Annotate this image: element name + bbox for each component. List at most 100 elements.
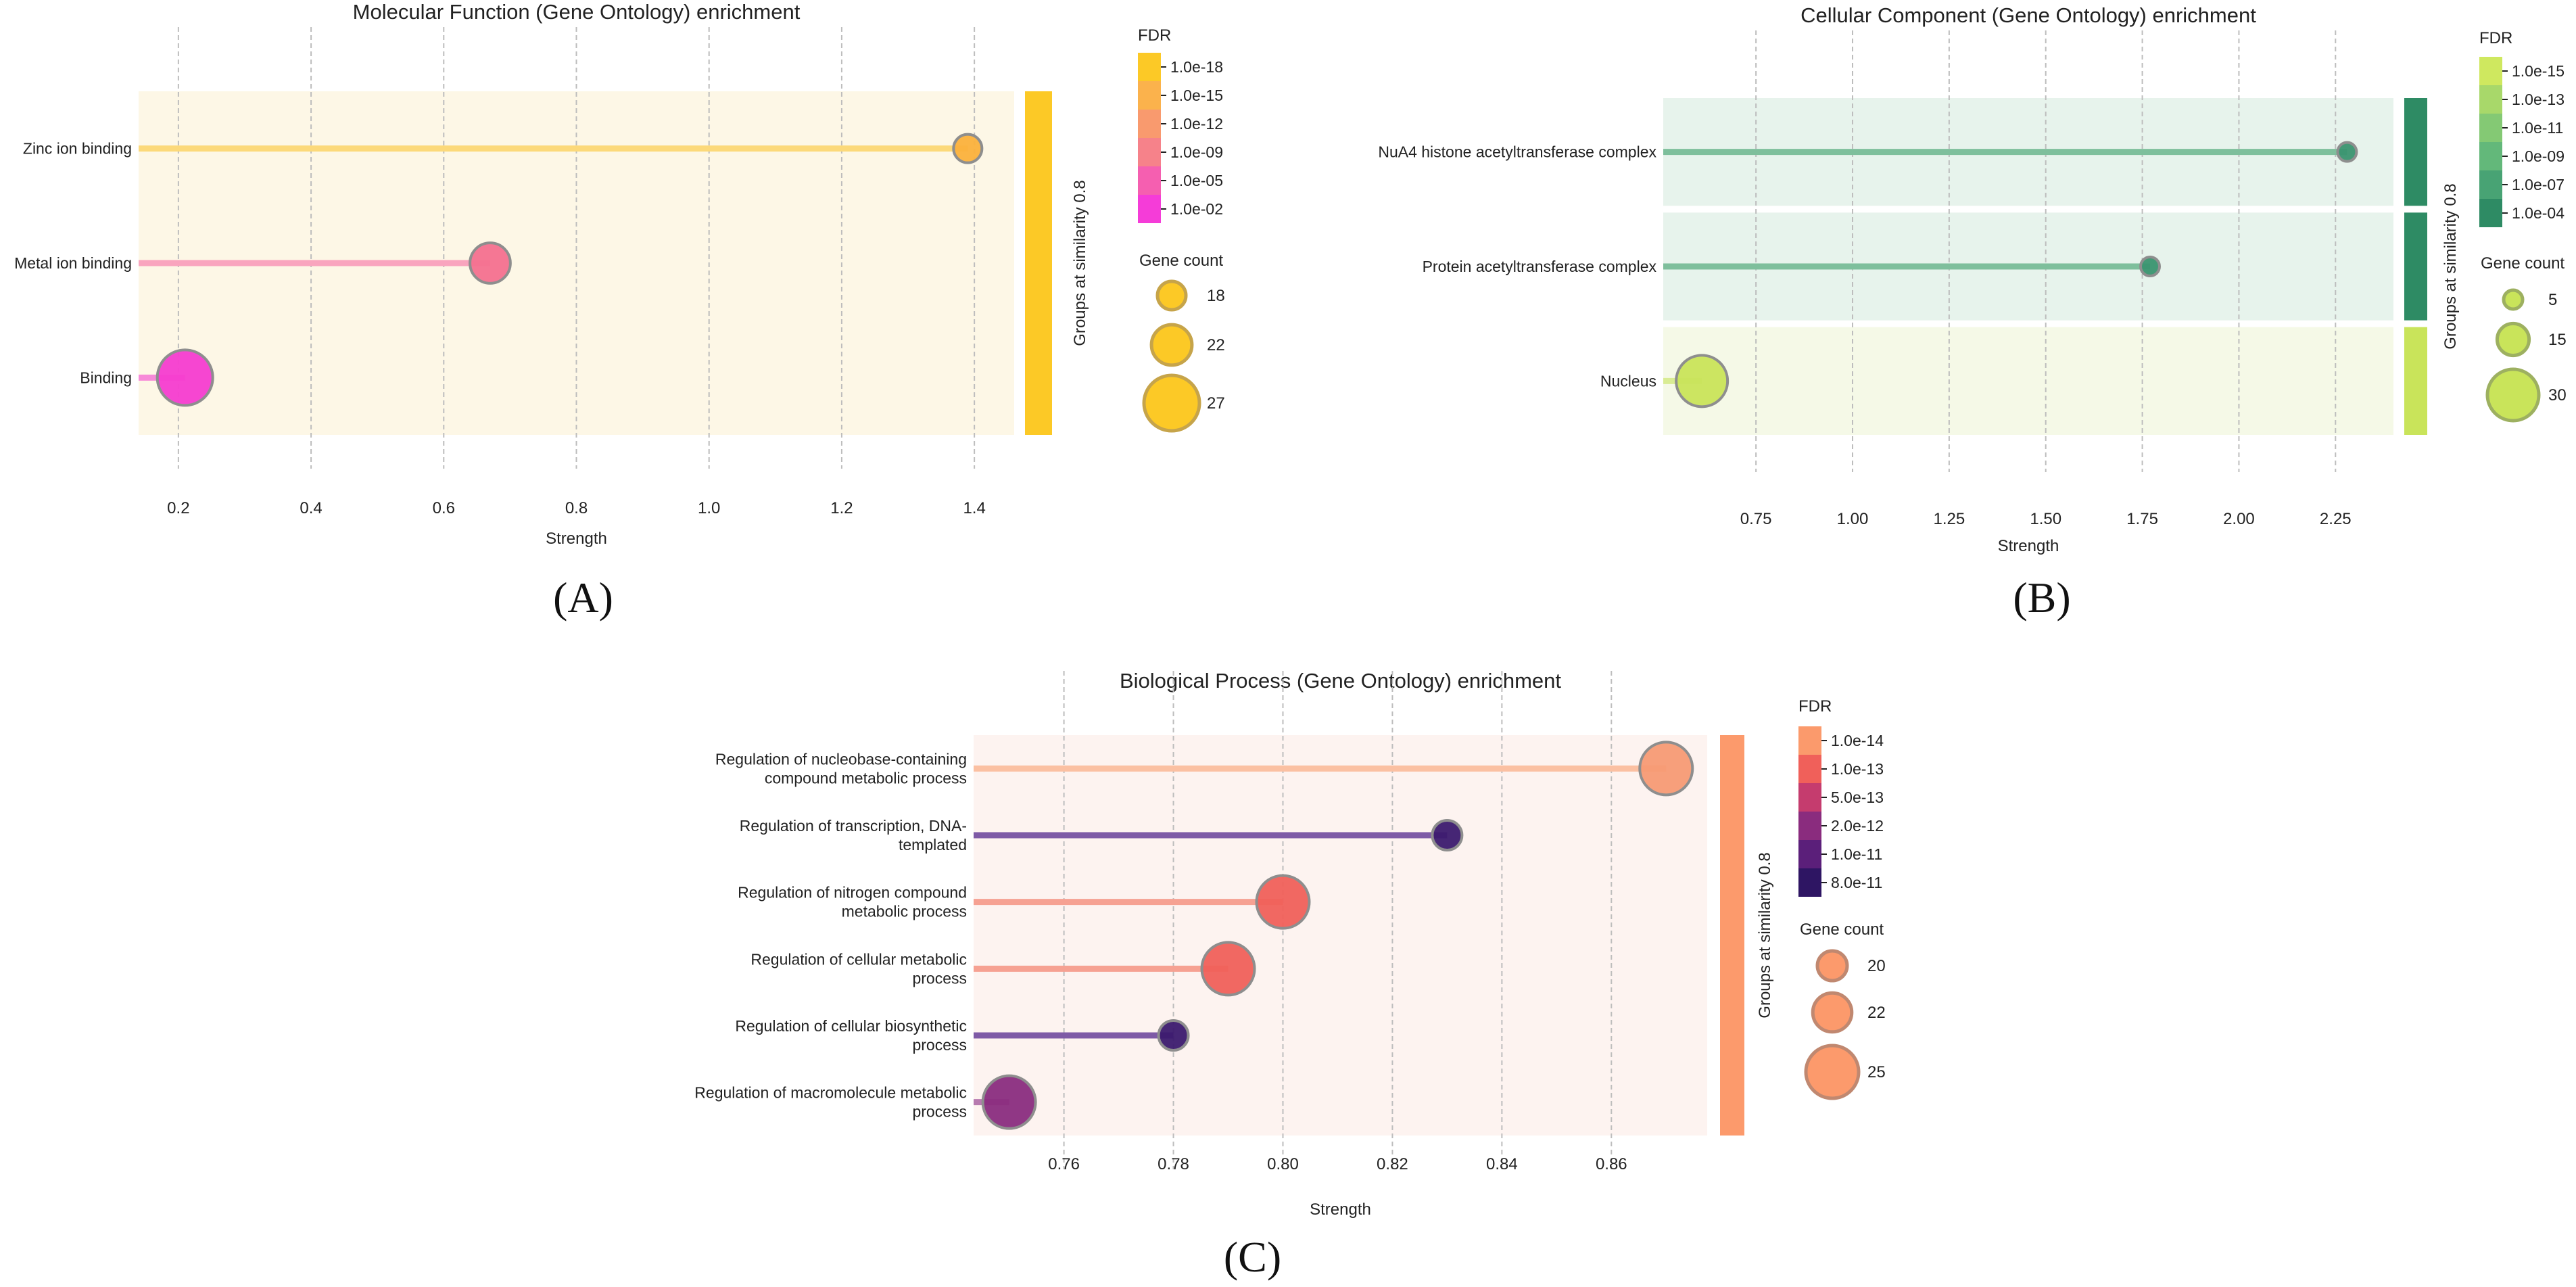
group-bar bbox=[2404, 327, 2427, 435]
gene-count-label: 22 bbox=[1867, 1004, 1886, 1022]
x-tick-label: 0.8 bbox=[565, 499, 588, 517]
gene-count-circle bbox=[2485, 367, 2541, 423]
gene-count-legend-title: Gene count bbox=[1139, 252, 1223, 270]
panel-label: (B) bbox=[2013, 574, 2070, 622]
group-bar bbox=[1025, 91, 1052, 435]
group-label: Groups at similarity 0.8 bbox=[1071, 180, 1089, 346]
fdr-label: 1.0e-04 bbox=[2512, 204, 2565, 222]
lollipop-point bbox=[981, 1074, 1037, 1130]
term-label-line: process bbox=[912, 1103, 967, 1121]
fdr-label: 1.0e-02 bbox=[1170, 200, 1223, 218]
term-label-line: Metal ion binding bbox=[14, 254, 132, 272]
lollipop-point bbox=[952, 133, 984, 164]
gene-count-circle bbox=[2495, 321, 2531, 358]
fdr-label: 1.0e-15 bbox=[2512, 62, 2565, 80]
fdr-swatch bbox=[2479, 199, 2502, 227]
term-label: Nucleus bbox=[1600, 372, 1656, 390]
gene-count-legend-title: Gene count bbox=[1800, 920, 1884, 939]
fdr-label: 1.0e-13 bbox=[2512, 91, 2565, 108]
term-label-line: Regulation of macromolecule metabolic bbox=[694, 1084, 967, 1102]
fdr-label: 1.0e-12 bbox=[1170, 115, 1223, 133]
fdr-swatch bbox=[1798, 812, 1821, 840]
chart-title: Cellular Component (Gene Ontology) enric… bbox=[1800, 3, 2256, 27]
fdr-label: 1.0e-13 bbox=[1831, 760, 1884, 778]
lollipop-point bbox=[469, 241, 512, 285]
x-tick-label: 0.80 bbox=[1267, 1155, 1299, 1173]
x-tick-label: 0.78 bbox=[1158, 1155, 1189, 1173]
term-label: NuA4 histone acetyltransferase complex bbox=[1378, 143, 1656, 161]
fdr-label: 1.0e-14 bbox=[1831, 732, 1884, 749]
term-label-line: Zinc ion binding bbox=[23, 140, 132, 158]
lollipop-point bbox=[1157, 1019, 1190, 1052]
x-tick-label: 0.76 bbox=[1048, 1155, 1080, 1173]
gene-count-circle bbox=[1804, 1044, 1861, 1100]
term-label-line: Regulation of transcription, DNA- bbox=[740, 817, 967, 835]
fdr-label: 1.0e-05 bbox=[1170, 172, 1223, 189]
fdr-label: 1.0e-11 bbox=[2512, 119, 2563, 137]
x-tick-label: 0.6 bbox=[433, 499, 455, 517]
x-axis-label: Strength bbox=[1998, 537, 2059, 555]
x-tick-label: 1.0 bbox=[698, 499, 720, 517]
term-label: Regulation of cellular metabolic process bbox=[750, 950, 967, 987]
x-axis-label: Strength bbox=[1310, 1200, 1371, 1219]
fdr-label: 1.0e-15 bbox=[1170, 87, 1223, 104]
gene-count-circle bbox=[2502, 288, 2525, 311]
x-tick-label: 0.2 bbox=[167, 499, 189, 517]
panel-c: Biological Process (Gene Ontology) enric… bbox=[694, 669, 1885, 1281]
term-label-line: Regulation of nitrogen compound bbox=[738, 884, 967, 902]
term-label-line: metabolic process bbox=[842, 903, 967, 920]
fdr-label: 1.0e-18 bbox=[1170, 58, 1223, 76]
term-label: Regulation of cellular biosynthetic proce… bbox=[735, 1017, 967, 1054]
fdr-swatch bbox=[1798, 726, 1821, 755]
group-bar bbox=[2404, 98, 2427, 206]
term-label-line: NuA4 histone acetyltransferase complex bbox=[1378, 143, 1656, 161]
gene-count-label: 18 bbox=[1207, 287, 1225, 305]
group-bar bbox=[1720, 735, 1744, 1136]
term-label: Protein acetyltransferase complex bbox=[1423, 258, 1657, 275]
gene-count-label: 30 bbox=[2548, 386, 2567, 404]
group-label: Groups at similarity 0.8 bbox=[2441, 183, 2460, 349]
fdr-label: 1.0e-07 bbox=[2512, 176, 2565, 193]
term-label-line: Regulation of cellular biosynthetic bbox=[735, 1017, 967, 1035]
term-label-line: process bbox=[912, 969, 967, 987]
x-tick-label: 0.84 bbox=[1486, 1155, 1518, 1173]
fdr-swatch bbox=[1138, 53, 1161, 81]
fdr-swatch bbox=[2479, 85, 2502, 114]
fdr-label: 1.0e-09 bbox=[2512, 147, 2565, 165]
x-tick-label: 1.4 bbox=[963, 499, 985, 517]
fdr-label: 1.0e-11 bbox=[1831, 845, 1882, 863]
x-tick-label: 2.00 bbox=[2223, 510, 2255, 528]
x-tick-label: 0.86 bbox=[1596, 1155, 1627, 1173]
lollipop-point bbox=[156, 348, 214, 407]
gene-count-circle bbox=[1811, 991, 1854, 1034]
term-label: Binding bbox=[80, 369, 132, 386]
gene-count-label: 15 bbox=[2548, 331, 2567, 349]
term-label: Metal ion binding bbox=[14, 254, 132, 272]
term-label-line: compound metabolic process bbox=[765, 769, 967, 787]
term-label-line: Regulation of cellular metabolic bbox=[750, 950, 967, 968]
fdr-label: 8.0e-11 bbox=[1831, 874, 1882, 891]
term-label: Regulation of macromolecule metabolic pro… bbox=[694, 1084, 967, 1121]
term-label: Regulation of nucleobase-containing compo… bbox=[715, 750, 967, 787]
term-label: Regulation of nitrogen compound metabolic… bbox=[738, 884, 967, 920]
x-axis-label: Strength bbox=[546, 530, 607, 548]
term-label-line: Nucleus bbox=[1600, 372, 1656, 390]
fdr-legend-title: FDR bbox=[1798, 697, 1832, 716]
fdr-label: 2.0e-12 bbox=[1831, 817, 1884, 835]
fdr-label: 1.0e-09 bbox=[1170, 143, 1223, 161]
lollipop-point bbox=[1255, 874, 1311, 930]
fdr-swatch bbox=[1798, 755, 1821, 783]
panel-b: Cellular Component (Gene Ontology) enric… bbox=[1378, 3, 2566, 622]
term-label-line: Protein acetyltransferase complex bbox=[1423, 258, 1657, 275]
panel-label: (A) bbox=[553, 574, 613, 622]
x-tick-label: 0.4 bbox=[300, 499, 322, 517]
lollipop-point bbox=[1431, 819, 1464, 851]
fdr-swatch bbox=[2479, 114, 2502, 142]
fdr-legend-title: FDR bbox=[2479, 29, 2512, 47]
term-label-line: process bbox=[912, 1036, 967, 1054]
gene-count-label: 27 bbox=[1207, 394, 1225, 413]
gene-count-label: 20 bbox=[1867, 957, 1886, 975]
x-tick-label: 1.50 bbox=[2030, 510, 2061, 528]
x-tick-label: 1.25 bbox=[1933, 510, 1965, 528]
